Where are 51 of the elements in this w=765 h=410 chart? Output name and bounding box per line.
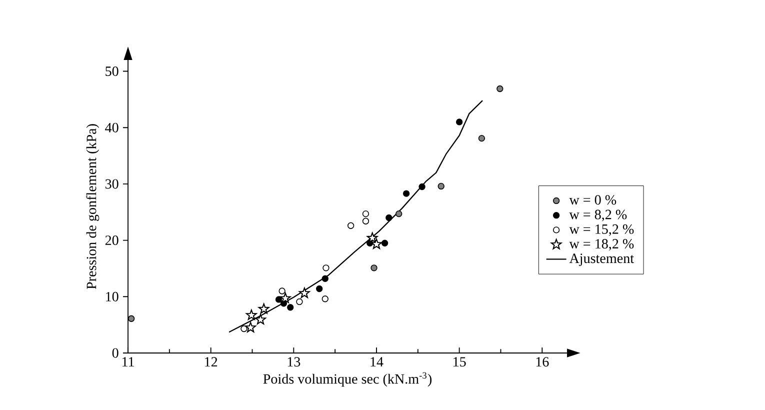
point [278,288,286,294]
y-tick-label: 30 [105,179,118,189]
point [366,232,378,243]
point [347,222,354,229]
point [322,296,328,302]
point [322,264,330,272]
legend-label: Ajustement [569,254,634,266]
point [370,264,378,272]
point [245,322,256,332]
x-axis-title: Poids volumique sec (kN.m$^{-3}$) [263,372,432,387]
x-tick-label: 14 [370,357,384,366]
point [386,214,392,222]
point [456,118,463,126]
legend-label: w = 15,2 % [569,224,634,236]
x-tick-label: 15 [454,357,466,367]
point [240,325,248,332]
point [128,315,135,322]
point [438,182,444,190]
y-tick-label: 50 [106,66,118,76]
point [246,310,257,320]
y-axis-title: Pression de gonflement (kPa) [86,124,100,290]
point [280,292,291,304]
point [258,303,270,314]
point [255,314,266,324]
point [402,190,410,197]
point [287,304,294,311]
point [275,296,282,303]
point [396,210,402,218]
y-tick-label: 40 [105,122,118,132]
point [362,210,370,218]
x-tick-label: 11 [122,357,134,366]
line-series [228,100,484,333]
point [418,183,426,190]
y-tick-label: 20 [105,236,118,246]
legend-label: w = 18,2 % [569,239,634,251]
point [496,85,504,92]
x-tick-label: 16 [536,357,549,367]
point [381,240,388,246]
point [478,134,486,142]
point [296,298,303,306]
y-tick-label: 0 [112,348,118,358]
point [362,218,370,224]
y-tick-label: 10 [106,292,118,302]
legend-label: w = 8,2 % [569,210,627,222]
legend-label: w = 0 % [569,195,616,205]
x-tick-label: 12 [205,357,218,366]
point [298,288,310,298]
point [322,275,328,282]
point [316,285,323,292]
point [371,238,382,249]
x-tick-label: 13 [288,357,300,367]
